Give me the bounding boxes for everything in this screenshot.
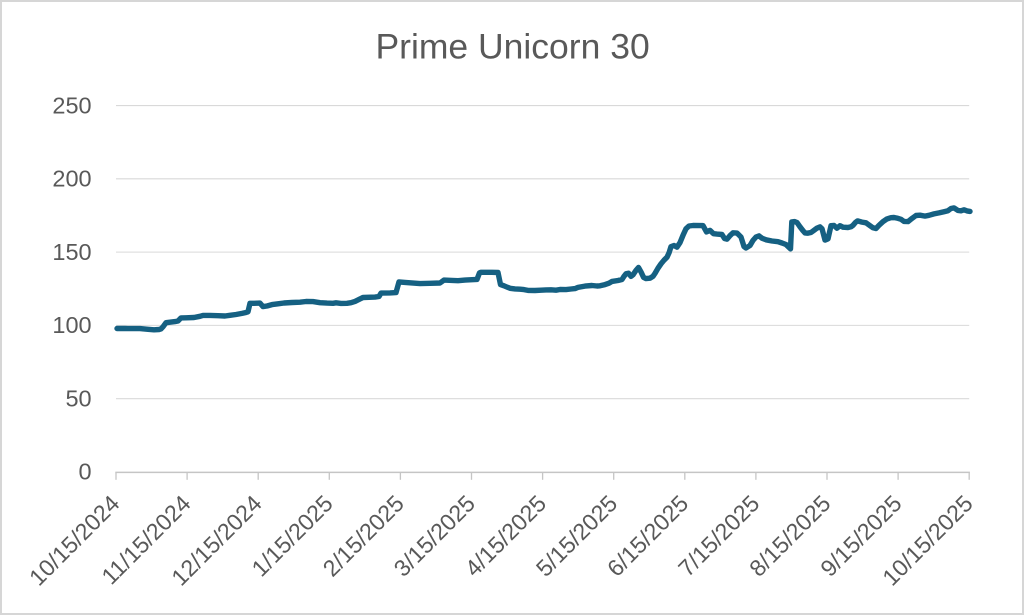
- svg-text:250: 250: [52, 92, 91, 118]
- svg-text:100: 100: [52, 312, 91, 338]
- svg-text:Prime Unicorn 30: Prime Unicorn 30: [375, 27, 649, 67]
- svg-text:200: 200: [52, 166, 91, 192]
- svg-text:50: 50: [65, 385, 91, 411]
- svg-text:150: 150: [52, 239, 91, 265]
- svg-text:0: 0: [79, 459, 92, 485]
